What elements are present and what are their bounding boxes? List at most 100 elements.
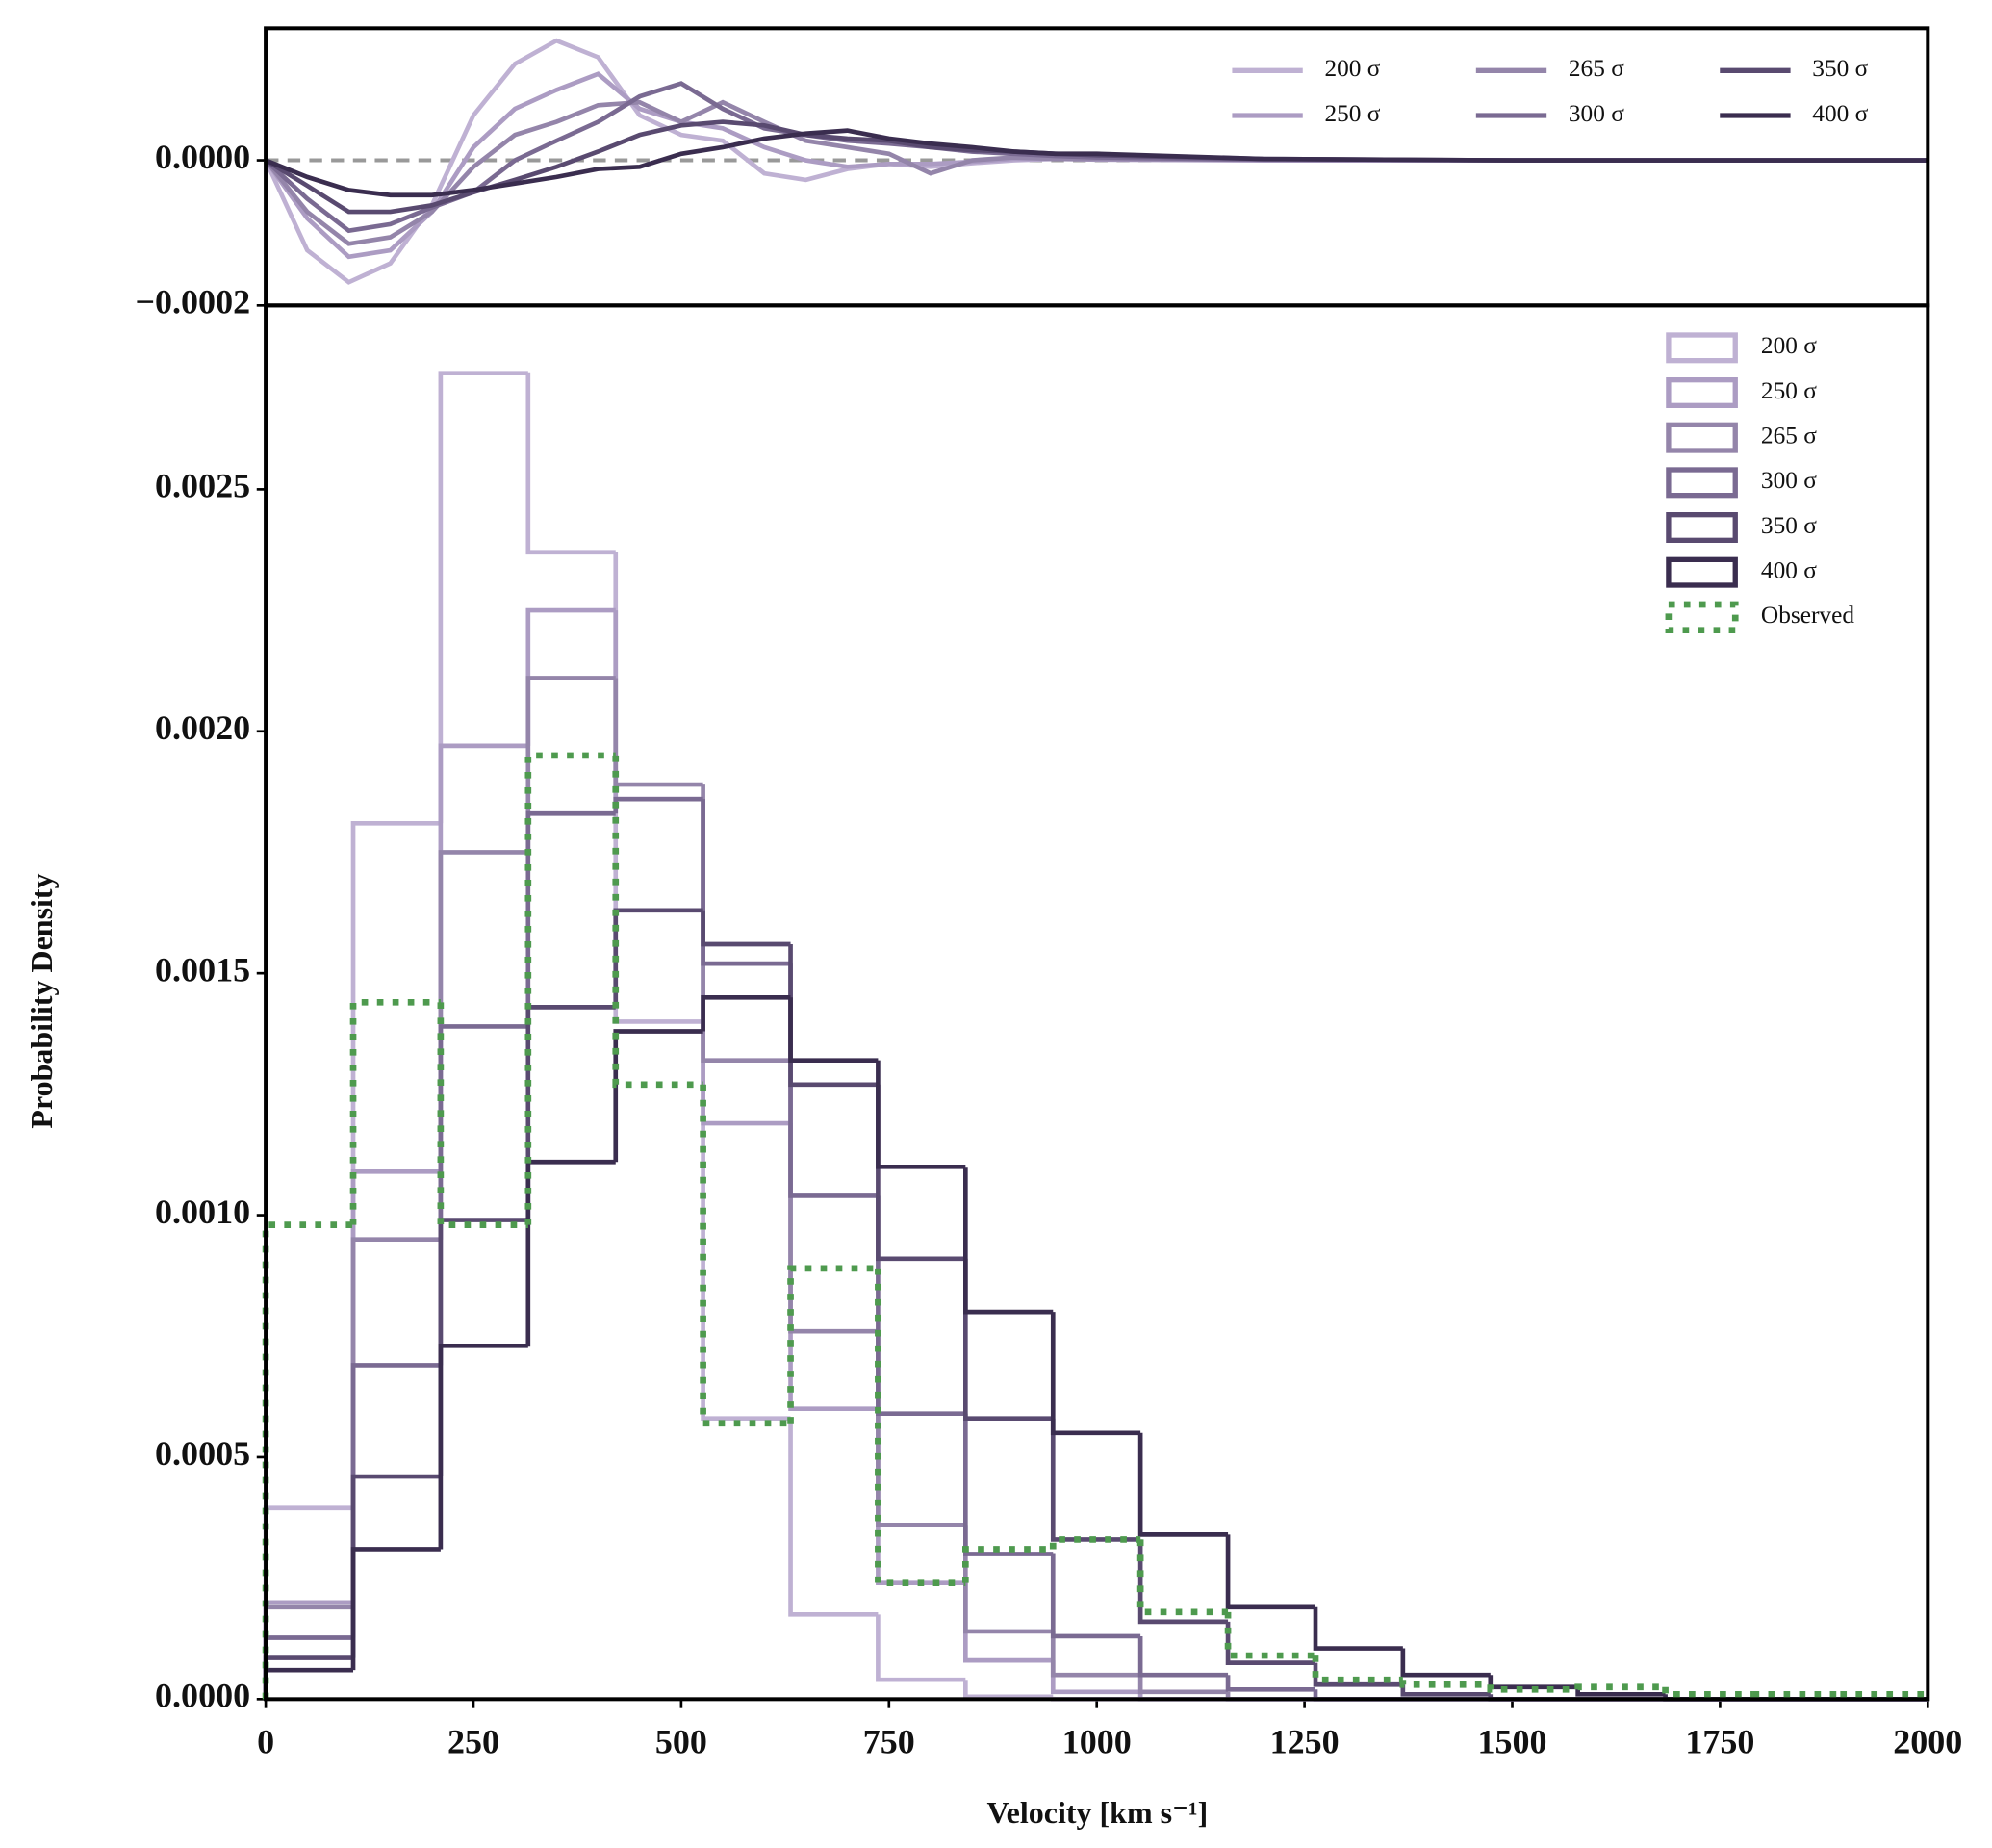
histogram-bin bbox=[262, 1221, 354, 1700]
histogram-bin bbox=[438, 1343, 528, 1550]
residual-line bbox=[265, 128, 1928, 198]
histogram-bin bbox=[1225, 1675, 1316, 1692]
histogram-bin bbox=[876, 1084, 966, 1262]
histogram-bin bbox=[875, 1268, 966, 1586]
histogram-bin bbox=[350, 1363, 441, 1638]
histogram-bin bbox=[876, 1195, 966, 1417]
histogram-bin bbox=[350, 820, 441, 1508]
histogram-bin bbox=[788, 1123, 879, 1411]
histogram-bin bbox=[263, 1656, 354, 1700]
histogram-bin bbox=[701, 799, 791, 1126]
histogram-bin bbox=[350, 1168, 441, 1603]
histogram-bin bbox=[788, 944, 879, 1088]
histogram-bin bbox=[876, 1331, 966, 1527]
legend-label: 200 σ bbox=[1324, 55, 1380, 82]
histogram-bin bbox=[1313, 1606, 1403, 1651]
histogram-bin bbox=[1224, 1611, 1316, 1659]
histogram-bin bbox=[524, 752, 616, 1225]
legend-label: 300 σ bbox=[1761, 467, 1817, 494]
y-tick-label: 0.0010 bbox=[155, 1193, 250, 1231]
histogram-bin bbox=[525, 1159, 616, 1347]
legend-label: 265 σ bbox=[1761, 422, 1817, 449]
y-tick-label: 0.0020 bbox=[155, 708, 250, 747]
x-tick-label: 250 bbox=[447, 1723, 499, 1761]
legend-label: 400 σ bbox=[1812, 100, 1868, 127]
x-tick-label: 0 bbox=[257, 1723, 274, 1761]
legend-label: 250 σ bbox=[1324, 100, 1380, 127]
histogram-bin bbox=[350, 1237, 441, 1607]
histogram-bin bbox=[701, 994, 791, 1032]
histogram-bin bbox=[963, 1582, 1054, 1663]
y-axis-label: Probability Density bbox=[24, 873, 59, 1128]
histogram-bin bbox=[1050, 1553, 1141, 1639]
histogram-bin bbox=[1487, 1684, 1578, 1693]
x-tick-label: 1000 bbox=[1062, 1723, 1132, 1761]
histogram-bin bbox=[701, 910, 791, 947]
histogram-bin bbox=[350, 1474, 441, 1658]
histogram-bin bbox=[437, 1002, 528, 1228]
legend-label: 350 σ bbox=[1812, 55, 1868, 82]
y-tick-label: 0.0005 bbox=[155, 1434, 250, 1473]
histogram-bin bbox=[701, 799, 791, 966]
histogram-bin bbox=[876, 1060, 966, 1169]
histogram-bin bbox=[438, 850, 528, 1240]
histogram-bin bbox=[613, 552, 703, 1024]
histogram-bin bbox=[613, 908, 703, 1008]
histogram-bin bbox=[1136, 1539, 1229, 1616]
legend-label: 250 σ bbox=[1761, 377, 1817, 404]
histogram-bin bbox=[438, 743, 528, 1172]
histogram-bin bbox=[963, 1258, 1054, 1422]
histogram-bin bbox=[1050, 1312, 1141, 1436]
legend-label: 350 σ bbox=[1761, 512, 1817, 539]
histogram-bin bbox=[1050, 1630, 1141, 1678]
histogram-bin bbox=[1137, 1539, 1229, 1625]
histogram-bin bbox=[1312, 1656, 1403, 1683]
histogram-bin bbox=[438, 1218, 528, 1477]
legend-patch bbox=[1666, 556, 1738, 588]
y-tick-label: 0.0000 bbox=[155, 138, 250, 176]
histogram-bin bbox=[1400, 1684, 1491, 1697]
legend-label: Observed bbox=[1761, 602, 1854, 629]
histogram-bin bbox=[1399, 1680, 1491, 1688]
histogram-bin bbox=[788, 963, 879, 1198]
residual-line bbox=[264, 71, 1928, 260]
histogram-bin bbox=[1313, 1662, 1403, 1687]
histogram-bin bbox=[963, 1413, 1054, 1556]
histogram-bin bbox=[787, 1265, 879, 1424]
histogram-bin bbox=[788, 1418, 879, 1617]
histogram-bin bbox=[1137, 1675, 1229, 1695]
legend-patch bbox=[1666, 422, 1738, 453]
histogram-bin bbox=[1662, 1686, 1753, 1698]
histogram-bin bbox=[788, 997, 879, 1063]
legend-patch bbox=[1665, 601, 1739, 633]
histogram-bin bbox=[1574, 1683, 1666, 1691]
histogram-bin bbox=[612, 755, 703, 1089]
legend-patch bbox=[1666, 467, 1738, 499]
histogram-bin bbox=[963, 1680, 1054, 1700]
histogram-bin bbox=[263, 1600, 354, 1700]
histogram-bin bbox=[1225, 1534, 1316, 1610]
histogram-bin bbox=[1137, 1635, 1229, 1678]
histogram-bin bbox=[963, 1167, 1054, 1315]
legend-label: 265 σ bbox=[1569, 55, 1624, 82]
histogram-bin bbox=[701, 784, 791, 1063]
histogram-bin bbox=[613, 1029, 703, 1163]
legend-patch bbox=[1666, 512, 1738, 543]
histogram-bin bbox=[525, 372, 616, 555]
legend-label: 400 σ bbox=[1761, 556, 1817, 583]
histogram-bin bbox=[1137, 1432, 1229, 1537]
histogram-bin bbox=[525, 676, 616, 853]
x-tick-label: 750 bbox=[863, 1723, 915, 1761]
y-tick-label: 0.0000 bbox=[155, 1677, 250, 1715]
histogram-bin bbox=[263, 1604, 354, 1700]
histogram-bin bbox=[876, 1408, 966, 1585]
histogram-bin bbox=[525, 1005, 616, 1220]
histogram-bin bbox=[613, 610, 703, 802]
histogram-bin bbox=[438, 371, 528, 824]
histogram-bin bbox=[1488, 1675, 1578, 1690]
plot-frame bbox=[264, 303, 1930, 1702]
legend-label: 200 σ bbox=[1761, 332, 1817, 359]
histogram-bin bbox=[963, 1525, 1054, 1634]
